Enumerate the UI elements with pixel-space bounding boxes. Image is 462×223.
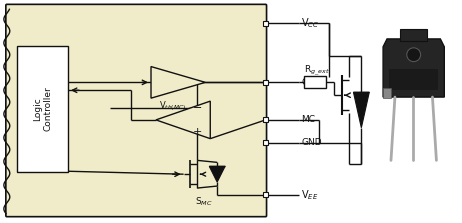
Bar [263,21,268,26]
Text: V$_{th(MC)}$: V$_{th(MC)}$ [159,99,186,113]
Bar [263,118,268,122]
Text: MC: MC [301,115,315,124]
Bar [17,46,68,172]
Text: V$_{CC}$: V$_{CC}$ [301,16,319,30]
Bar [263,80,268,85]
Bar [383,88,391,98]
Polygon shape [156,101,210,139]
Bar [263,140,268,145]
Bar [389,68,438,90]
Text: V$_{EE}$: V$_{EE}$ [301,188,318,202]
Polygon shape [353,92,369,128]
Polygon shape [151,67,205,98]
Bar [263,192,268,197]
FancyBboxPatch shape [6,4,267,217]
Text: Logic
Controller: Logic Controller [33,87,52,131]
Text: S$_{MC}$: S$_{MC}$ [195,196,212,209]
Text: −: − [193,103,202,113]
Text: R$_{g\_ext}$: R$_{g\_ext}$ [304,63,329,78]
Polygon shape [383,39,444,97]
Text: OUT: OUT [301,78,320,87]
Bar [400,29,427,41]
Text: +: + [193,127,202,137]
Polygon shape [209,166,225,182]
Text: GND: GND [301,138,322,147]
Bar [304,76,326,88]
Circle shape [407,48,420,62]
